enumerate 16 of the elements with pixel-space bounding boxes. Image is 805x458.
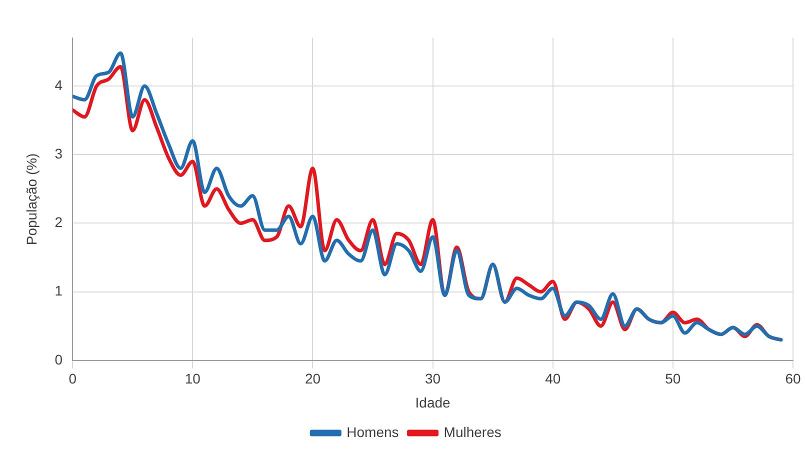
y-tick-label: 1 xyxy=(54,282,63,299)
y-tick-label: 3 xyxy=(54,145,63,162)
y-tick-label: 4 xyxy=(54,76,63,93)
y-axis-title: População (%) xyxy=(23,153,40,246)
y-tick-label: 0 xyxy=(54,351,63,368)
x-tick-label: 0 xyxy=(68,370,77,387)
x-tick-label: 10 xyxy=(184,370,201,387)
x-tick-label: 60 xyxy=(785,370,801,387)
x-axis-title: Idade xyxy=(415,394,451,410)
legend-label: Homens xyxy=(346,424,399,440)
y-tick-label: 2 xyxy=(54,214,63,230)
x-tick-label: 30 xyxy=(425,370,441,387)
x-tick-label: 50 xyxy=(665,370,681,387)
legend-label: Mulheres xyxy=(444,424,502,440)
x-tick-label: 40 xyxy=(545,370,561,387)
x-tick-label: 20 xyxy=(304,370,321,387)
